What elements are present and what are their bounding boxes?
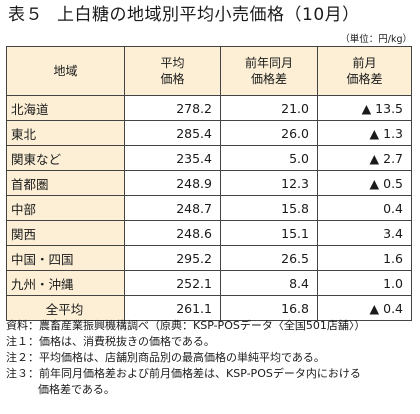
region-cell: 中国・四国 [6, 245, 125, 271]
table-row: 中国・四国 295.2 26.5 1.6 [6, 245, 412, 271]
header-region: 地域 [6, 46, 125, 96]
note-3-continuation: 価格差である。 [6, 382, 414, 398]
yoy-cell: 5.0 [220, 145, 318, 171]
table-row: 北海道 278.2 21.0 ▲ 13.5 [6, 95, 412, 121]
total-row: 全平均 261.1 16.8 ▲ 0.4 [6, 295, 412, 321]
region-cell: 九州・沖縄 [6, 270, 125, 296]
mom-cell: 1.0 [317, 270, 412, 296]
header-yoy-diff: 前年同月 価格差 [220, 46, 318, 96]
mom-cell: ▲ 0.4 [317, 295, 412, 321]
note-text: 価格は、消費税抜きの価格である。 [39, 335, 215, 348]
mom-cell: 1.6 [317, 245, 412, 271]
note-label: 注３： [6, 367, 39, 380]
source-text: 農畜産業振興機構調べ（原典：KSP-POSデータ〈全国501店舗〉） [39, 319, 366, 332]
source-label: 資料： [6, 319, 39, 332]
region-cell: 全平均 [6, 295, 125, 321]
mom-cell: ▲ 1.3 [317, 120, 412, 146]
notes: 資料： 農畜産業振興機構調べ（原典：KSP-POSデータ〈全国501店舗〉） 注１… [6, 318, 414, 398]
note-1: 注１： 価格は、消費税抜きの価格である。 [6, 334, 414, 350]
price-table: 地域 平均 価格 前年同月 価格差 前月 価格差 北海道 278.2 21.0 … [6, 46, 412, 321]
region-cell: 中部 [6, 195, 125, 221]
yoy-cell: 16.8 [220, 295, 318, 321]
price-cell: 248.7 [124, 195, 221, 221]
mom-cell: 3.4 [317, 220, 412, 246]
price-cell: 278.2 [124, 95, 221, 121]
table-row: 関東など 235.4 5.0 ▲ 2.7 [6, 145, 412, 171]
yoy-cell: 21.0 [220, 95, 318, 121]
mom-cell: ▲ 13.5 [317, 95, 412, 121]
mom-cell: 0.4 [317, 195, 412, 221]
table-row: 東北 285.4 26.0 ▲ 1.3 [6, 120, 412, 146]
note-label: 注２： [6, 351, 39, 364]
table-row: 関西 248.6 15.1 3.4 [6, 220, 412, 246]
table-row: 中部 248.7 15.8 0.4 [6, 195, 412, 221]
title-text: 上白糖の地域別平均小売価格（10月） [57, 5, 360, 25]
note-label: 注１： [6, 335, 39, 348]
note-text: 平均価格は、店舗別商品別の最高価格の単純平均である。 [39, 351, 325, 364]
note-text: 価格差である。 [38, 383, 115, 396]
table-row: 首都圏 248.9 12.3 ▲ 0.5 [6, 170, 412, 196]
yoy-cell: 15.1 [220, 220, 318, 246]
mom-cell: ▲ 0.5 [317, 170, 412, 196]
price-cell: 285.4 [124, 120, 221, 146]
region-cell: 東北 [6, 120, 125, 146]
note-3: 注３： 前年同月価格差および前月価格差は、KSP-POSデータ内における [6, 366, 414, 382]
header-mom-diff: 前月 価格差 [317, 46, 412, 96]
header-row: 地域 平均 価格 前年同月 価格差 前月 価格差 [6, 46, 412, 96]
price-cell: 295.2 [124, 245, 221, 271]
note-2: 注２： 平均価格は、店舗別商品別の最高価格の単純平均である。 [6, 350, 414, 366]
note-text: 前年同月価格差および前月価格差は、KSP-POSデータ内における [39, 367, 361, 380]
region-cell: 関西 [6, 220, 125, 246]
yoy-cell: 15.8 [220, 195, 318, 221]
table-number: 表５ [8, 5, 43, 25]
mom-cell: ▲ 2.7 [317, 145, 412, 171]
yoy-cell: 26.5 [220, 245, 318, 271]
table-title: 表５ 上白糖の地域別平均小売価格（10月） [8, 4, 360, 26]
region-cell: 関東など [6, 145, 125, 171]
table-row: 九州・沖縄 252.1 8.4 1.0 [6, 270, 412, 296]
price-cell: 252.1 [124, 270, 221, 296]
header-avg-price: 平均 価格 [124, 46, 221, 96]
yoy-cell: 26.0 [220, 120, 318, 146]
region-cell: 北海道 [6, 95, 125, 121]
source-note: 資料： 農畜産業振興機構調べ（原典：KSP-POSデータ〈全国501店舗〉） [6, 318, 414, 334]
price-cell: 248.6 [124, 220, 221, 246]
price-cell: 248.9 [124, 170, 221, 196]
yoy-cell: 12.3 [220, 170, 318, 196]
yoy-cell: 8.4 [220, 270, 318, 296]
unit-label: （単位：円/kg） [340, 34, 412, 45]
region-cell: 首都圏 [6, 170, 125, 196]
price-cell: 261.1 [124, 295, 221, 321]
price-cell: 235.4 [124, 145, 221, 171]
